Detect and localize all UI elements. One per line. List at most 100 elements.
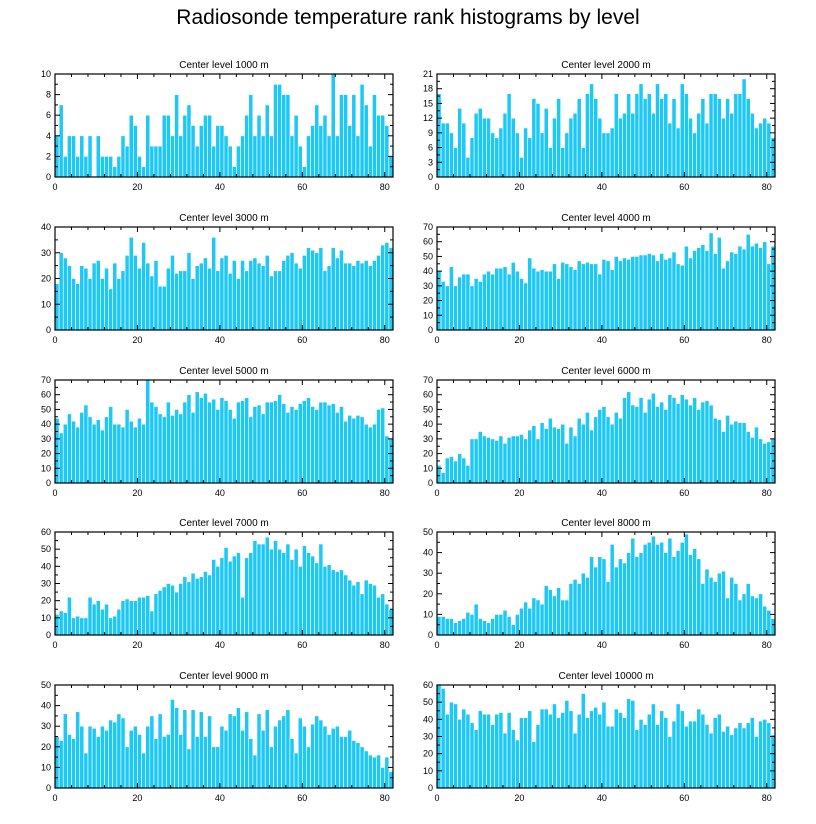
histogram-bar	[535, 724, 541, 789]
histogram-bar	[137, 156, 142, 178]
histogram-bar	[203, 114, 208, 178]
histogram-bar	[477, 431, 483, 484]
histogram-bar	[252, 540, 258, 636]
y-tick-label: 12	[423, 113, 433, 123]
histogram-bar	[211, 559, 217, 636]
histogram-bar	[523, 438, 528, 484]
histogram-bar	[215, 409, 221, 484]
histogram-bar	[700, 583, 706, 636]
x-tick-label: 0	[434, 335, 439, 345]
histogram-bar	[227, 560, 233, 636]
histogram-bar	[436, 616, 442, 636]
y-tick-label: 30	[41, 579, 51, 589]
y-tick-label: 3	[428, 157, 433, 167]
histogram-bar	[198, 262, 204, 331]
histogram-bar	[306, 247, 311, 331]
y-tick-label: 10	[423, 463, 433, 473]
histogram-bar	[281, 260, 287, 331]
y-tick-label: 50	[41, 544, 51, 554]
histogram-bar	[469, 285, 475, 331]
histogram-bar	[453, 622, 458, 636]
histogram-bar	[733, 583, 739, 636]
histogram-bar	[372, 756, 377, 789]
x-tick-label: 60	[679, 182, 689, 192]
histogram-bar	[502, 609, 508, 636]
x-tick-label: 80	[380, 488, 390, 498]
histogram-bar	[510, 624, 516, 636]
histogram-bar	[359, 593, 365, 636]
y-tick-label: 20	[41, 742, 51, 752]
histogram-bar	[580, 693, 586, 789]
histogram-bar	[729, 734, 735, 789]
histogram-bar	[236, 401, 241, 484]
histogram-bar	[231, 555, 237, 636]
y-tick-label: 10	[41, 299, 51, 309]
histogram-bar	[380, 407, 386, 484]
histogram-bar	[609, 423, 615, 484]
histogram-bar	[745, 583, 751, 636]
x-tick-label: 40	[215, 793, 225, 803]
histogram-bar	[269, 401, 274, 484]
x-tick-label: 0	[52, 640, 57, 650]
histogram-bar	[145, 262, 151, 331]
histogram-bar	[231, 260, 237, 331]
histogram-bar	[716, 98, 722, 178]
histogram-bar	[128, 237, 134, 331]
histogram-bar	[737, 422, 743, 484]
histogram-bar	[380, 593, 386, 636]
panel-title: Center level 8000 m	[561, 518, 651, 529]
x-tick-label: 20	[132, 488, 142, 498]
histogram-bar	[634, 729, 640, 789]
histogram-bar	[539, 269, 545, 331]
histogram-bar	[547, 713, 553, 789]
histogram-bar	[543, 585, 549, 636]
histogram-bar	[531, 267, 537, 331]
histogram-bar	[269, 548, 274, 636]
histogram-bar	[749, 437, 755, 484]
histogram-bar	[124, 746, 130, 789]
histogram-bar	[613, 412, 619, 484]
histogram-bar	[626, 259, 632, 331]
histogram-bar	[473, 112, 479, 178]
histogram-bar	[737, 722, 743, 789]
histogram-bar	[79, 265, 85, 331]
histogram-bar	[260, 135, 266, 178]
histogram-bar	[692, 397, 697, 484]
histogram-bar	[564, 263, 570, 331]
histogram-bar	[519, 434, 524, 484]
histogram-bar	[498, 127, 504, 178]
histogram-bar	[240, 260, 245, 331]
y-tick-label: 10	[41, 613, 51, 623]
histogram-bar	[704, 724, 710, 789]
histogram-bar	[552, 117, 557, 178]
histogram-bar	[149, 610, 155, 636]
histogram-bar	[100, 725, 105, 789]
histogram-bar	[165, 401, 171, 484]
histogram-bar	[568, 266, 574, 331]
histogram-bar	[256, 713, 262, 789]
histogram-bar	[716, 419, 722, 484]
histogram-bar	[347, 415, 353, 484]
histogram-bar	[659, 541, 665, 636]
histogram-bar	[71, 420, 76, 484]
histogram-bar	[83, 156, 89, 178]
histogram-bar	[211, 398, 217, 484]
x-tick-label: 20	[514, 793, 524, 803]
histogram-bar	[461, 708, 467, 789]
histogram-bar	[161, 285, 167, 331]
histogram-bar	[95, 736, 101, 789]
histogram-bar	[663, 259, 669, 331]
histogram-panel-6: Center level 6000 m 0 20 40 60 80 0 10 20 30 40 50 6…	[423, 366, 776, 498]
y-tick-label: 50	[41, 680, 51, 690]
y-tick-label: 10	[423, 609, 433, 619]
histogram-bar	[630, 537, 636, 636]
histogram-bar	[535, 599, 541, 636]
histogram-bar	[733, 93, 739, 178]
x-tick-label: 80	[380, 335, 390, 345]
histogram-bar	[264, 255, 270, 331]
histogram-bar	[376, 596, 381, 636]
histogram-bar	[347, 730, 353, 789]
x-tick-label: 0	[52, 335, 57, 345]
histogram-bar	[762, 241, 768, 331]
histogram-bar	[120, 135, 126, 178]
